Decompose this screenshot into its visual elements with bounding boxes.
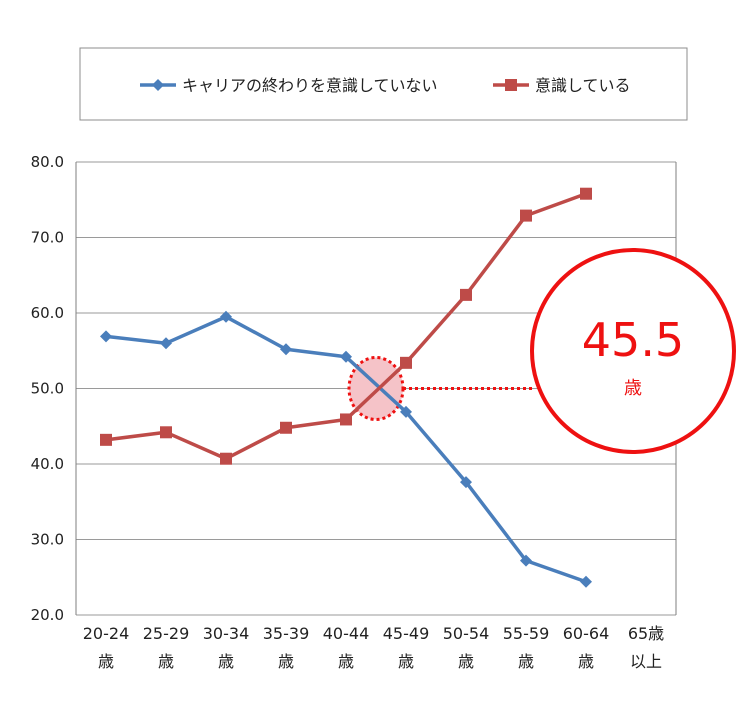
series-lines xyxy=(100,187,592,588)
x-tick-label: 55-59 xyxy=(503,624,550,643)
y-tick-label: 60.0 xyxy=(31,304,64,322)
x-tick-label-unit: 歳 xyxy=(278,652,294,671)
chart-legend: キャリアの終わりを意識していない 意識している xyxy=(79,47,688,121)
x-tick-label-unit: 歳 xyxy=(98,652,114,671)
legend-marker-diamond xyxy=(152,79,164,91)
point-conscious xyxy=(100,433,112,446)
x-tick-label-unit: 歳 xyxy=(218,652,234,671)
age-callout: 45.5 歳 xyxy=(403,248,736,454)
point-not-conscious xyxy=(100,330,112,343)
x-tick-label-unit: 歳 xyxy=(458,652,474,671)
x-tick-label-unit: 以上 xyxy=(630,652,662,671)
x-tick-label: 60-64 xyxy=(563,624,610,643)
point-not-conscious xyxy=(280,343,292,356)
point-conscious xyxy=(220,452,232,465)
point-conscious xyxy=(340,413,352,426)
y-tick-label: 80.0 xyxy=(31,153,64,171)
legend-marker-square xyxy=(505,79,517,91)
y-tick-label: 70.0 xyxy=(31,229,64,247)
y-axis-ticks: 20.0 30.0 40.0 50.0 60.0 70.0 80.0 xyxy=(31,153,64,624)
y-tick-label: 40.0 xyxy=(31,455,64,473)
legend-box xyxy=(79,47,688,121)
point-conscious xyxy=(280,421,292,434)
x-tick-label-unit: 歳 xyxy=(518,652,534,671)
y-tick-label: 30.0 xyxy=(31,531,64,549)
x-tick-label: 25-29 xyxy=(143,624,190,643)
x-tick-label: 30-34 xyxy=(203,624,250,643)
x-tick-label: 50-54 xyxy=(443,624,490,643)
legend-label-conscious: 意識している xyxy=(535,76,631,95)
point-conscious xyxy=(160,426,172,439)
point-conscious xyxy=(520,209,532,222)
x-axis-ticks: 20-24 歳 25-29 歳 30-34 歳 35-39 歳 40-44 歳 45-49 歳 50-5… xyxy=(83,624,664,671)
x-tick-label: 20-24 xyxy=(83,624,130,643)
point-not-conscious xyxy=(220,310,232,323)
y-tick-label: 50.0 xyxy=(31,380,64,398)
point-not-conscious xyxy=(160,337,172,350)
x-tick-label: 35-39 xyxy=(263,624,310,643)
x-tick-label-unit: 歳 xyxy=(578,652,594,671)
x-tick-label: 65歳 xyxy=(628,624,664,643)
gridlines xyxy=(75,161,677,616)
legend-entry-conscious: 意識している xyxy=(493,76,631,95)
y-tick-label: 20.0 xyxy=(31,606,64,624)
x-tick-label-unit: 歳 xyxy=(158,652,174,671)
point-not-conscious xyxy=(340,350,352,363)
x-tick-label-unit: 歳 xyxy=(398,652,414,671)
point-conscious xyxy=(580,187,592,200)
callout-value: 45.5 xyxy=(582,313,684,367)
point-conscious xyxy=(400,356,412,369)
point-conscious xyxy=(460,288,472,301)
point-not-conscious xyxy=(460,476,472,489)
x-tick-label: 40-44 xyxy=(323,624,370,643)
legend-label-not-conscious: キャリアの終わりを意識していない xyxy=(182,76,438,95)
callout-circle xyxy=(530,248,736,454)
x-tick-label: 45-49 xyxy=(383,624,430,643)
point-not-conscious xyxy=(400,405,412,418)
x-tick-label-unit: 歳 xyxy=(338,652,354,671)
point-not-conscious xyxy=(520,554,532,567)
legend-entry-not-conscious: キャリアの終わりを意識していない xyxy=(140,76,438,95)
point-not-conscious xyxy=(580,575,592,588)
callout-unit: 歳 xyxy=(624,378,642,399)
